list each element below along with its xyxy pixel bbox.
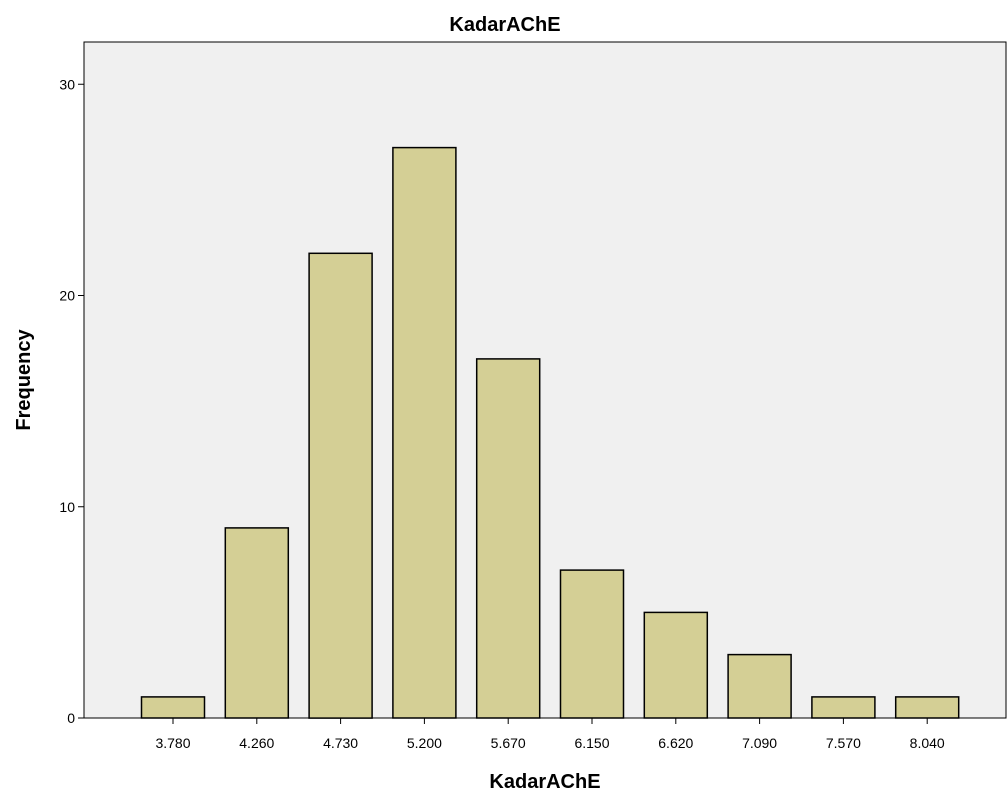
y-tick-label: 30 [59,76,75,92]
histogram-bar [894,696,960,719]
x-tick-label: 7.570 [826,735,861,751]
x-tick-label: 4.260 [239,735,274,751]
bars-group [140,146,960,719]
y-tick-label: 0 [67,710,75,726]
y-axis: 0 10 20 30 [59,76,84,726]
x-tick-label: 7.090 [742,735,777,751]
x-tick-label: 5.670 [491,735,526,751]
x-tick-label: 8.040 [910,735,945,751]
histogram-bar [224,527,290,719]
x-axis-label: KadarAChE [489,771,600,793]
x-tick-label: 6.150 [574,735,609,751]
y-tick-label: 10 [59,499,75,515]
histogram-bar [140,696,206,719]
y-axis-label: Frequency [13,329,35,431]
x-tick-label: 4.730 [323,735,358,751]
histogram-bar [811,696,876,719]
x-tick-label: 3.780 [155,735,190,751]
x-axis: 3.780 4.260 4.730 5.200 5.670 6.150 6.620 7.090… [155,718,945,751]
histogram-bar [727,653,792,719]
y-tick-label: 20 [59,288,75,304]
chart-title: KadarAChE [449,14,560,36]
histogram-bar [475,358,541,719]
histogram-bar [643,611,709,719]
x-tick-label: 6.620 [658,735,693,751]
histogram-bar [392,146,457,719]
plot-area [83,41,1007,719]
x-tick-label: 5.200 [407,735,442,751]
histogram-bar [559,569,625,719]
histogram-bar [308,252,373,719]
